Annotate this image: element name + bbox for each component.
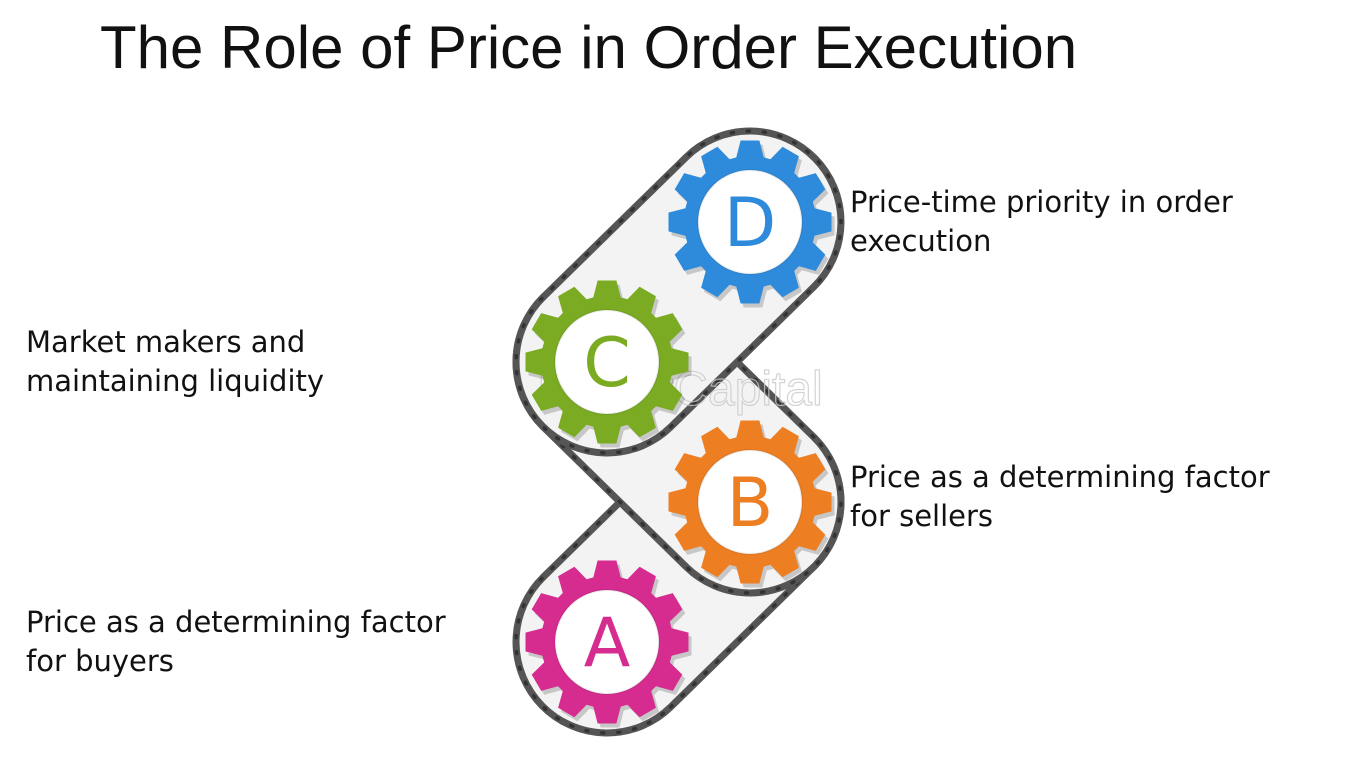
gear-c: C [525, 280, 692, 448]
label-d: Price-time priority in order execution [850, 183, 1233, 261]
gear-b: B [668, 420, 835, 588]
page-title: The Role of Price in Order Execution [100, 14, 1078, 81]
gear-b-letter: B [727, 464, 774, 543]
label-a: Price as a determining factor for buyers [26, 603, 446, 681]
label-a-line-1: Price as a determining factor [26, 605, 446, 639]
gear-c-letter: C [583, 324, 630, 403]
label-c: Market makers and maintaining liquidity [26, 323, 324, 401]
gear-d: D [668, 140, 835, 308]
label-b-line-1: Price as a determining factor [850, 460, 1270, 494]
gear-a-letter: A [584, 604, 631, 683]
label-d-line-1: Price-time priority in order [850, 185, 1233, 219]
gear-a: A [525, 560, 692, 728]
label-d-line-2: execution [850, 224, 992, 258]
label-a-line-2: for buyers [26, 644, 174, 678]
label-b: Price as a determining factor for seller… [850, 458, 1270, 536]
gear-layer: A B C D [525, 140, 835, 728]
label-c-line-2: maintaining liquidity [26, 364, 325, 398]
gear-d-letter: D [724, 184, 776, 263]
label-b-line-2: for sellers [850, 499, 994, 533]
label-c-line-1: Market makers and [26, 325, 306, 359]
